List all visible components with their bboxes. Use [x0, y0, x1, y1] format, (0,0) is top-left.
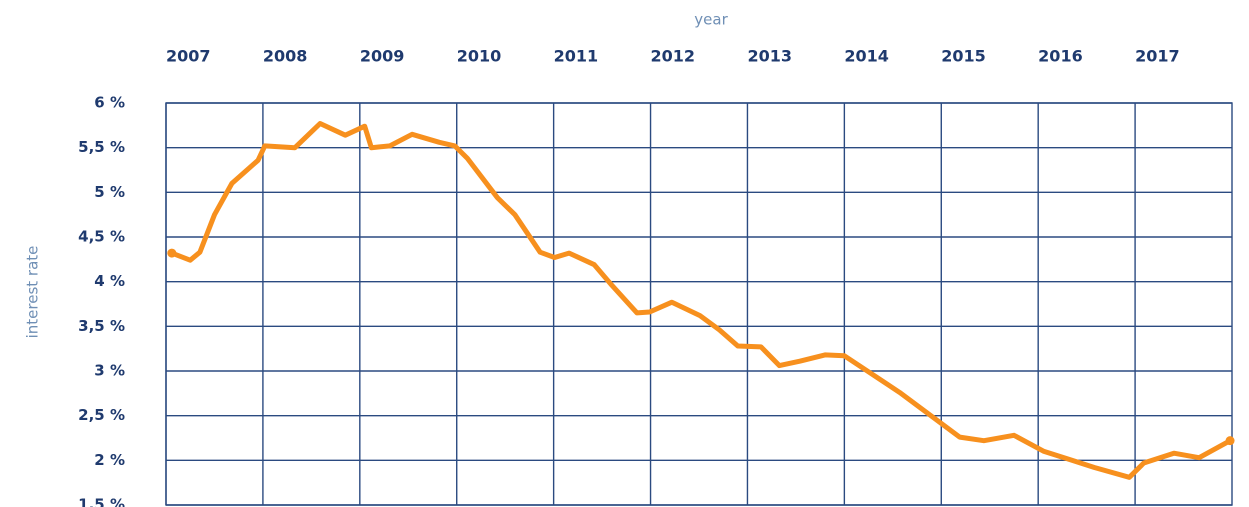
x-tick-label: 2012	[651, 47, 696, 66]
end-point	[167, 248, 177, 258]
x-tick-label: 2008	[263, 47, 308, 66]
plot-frame	[165, 102, 1233, 506]
y-axis-title: interest rate	[24, 246, 42, 339]
y-tick-label: 2,5 %	[78, 406, 125, 424]
x-tick-label: 2007	[166, 47, 211, 66]
end-point	[1225, 436, 1235, 446]
x-tick-label: 2017	[1135, 47, 1180, 66]
y-tick-label: 6 %	[94, 94, 125, 112]
y-tick-label: 4 %	[94, 272, 125, 290]
x-axis-title: year	[694, 11, 728, 29]
x-tick-label: 2009	[360, 47, 405, 66]
x-tick-label: 2015	[941, 47, 986, 66]
y-tick-label: 3,5 %	[78, 317, 125, 335]
x-tick-label: 2014	[844, 47, 889, 66]
y-tick-label: 4,5 %	[78, 228, 125, 246]
x-tick-label: 2010	[457, 47, 502, 66]
y-tick-label: 3 %	[94, 362, 125, 380]
x-tick-label: 2013	[747, 47, 792, 66]
y-tick-label: 2 %	[94, 451, 125, 469]
y-tick-label: 5,5 %	[78, 138, 125, 156]
y-tick-label: 5 %	[94, 183, 125, 201]
x-tick-label: 2016	[1038, 47, 1083, 66]
data-line	[169, 121, 1233, 480]
x-tick-label: 2011	[554, 47, 599, 66]
y-tick-label: 1,5 %	[78, 496, 125, 507]
